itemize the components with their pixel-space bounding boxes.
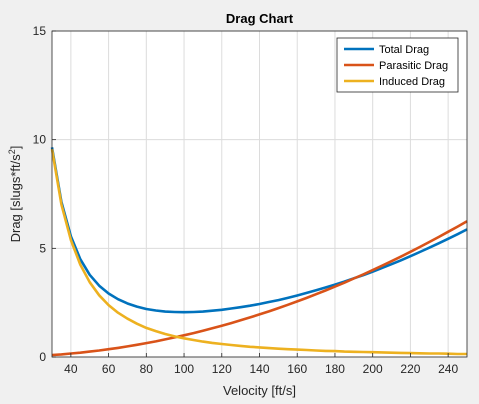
chart-title: Drag Chart [226, 11, 294, 26]
y-tick-label: 0 [39, 350, 46, 364]
x-tick-label: 160 [287, 362, 307, 376]
series-line-induced-drag [50, 148, 467, 356]
legend-label: Parasitic Drag [379, 60, 448, 72]
x-tick-label: 220 [400, 362, 420, 376]
x-tick-label: 180 [325, 362, 345, 376]
ticks: 40 60 80 100 120 140 160 180 200 220 240 0 5 10 15 [33, 24, 459, 376]
x-tick-label: 80 [140, 362, 154, 376]
x-tick-label: 120 [212, 362, 232, 376]
legend: Total Drag Parasitic Drag Induced Drag [336, 37, 459, 93]
legend-label: Total Drag [379, 44, 429, 56]
y-axis-label: Drag [slugs*ft/s2] [7, 146, 23, 243]
x-tick-label: 240 [438, 362, 458, 376]
x-tick-label: 200 [363, 362, 383, 376]
x-tick-label: 40 [64, 362, 78, 376]
x-tick-label: 60 [102, 362, 116, 376]
series-line-total-drag [50, 147, 468, 314]
y-tick-label: 15 [33, 24, 47, 38]
y-tick-label: 5 [39, 241, 46, 255]
x-tick-label: 100 [174, 362, 194, 376]
y-tick-label: 10 [33, 133, 47, 147]
x-tick-label: 140 [249, 362, 269, 376]
legend-label: Induced Drag [379, 76, 445, 88]
x-axis-label: Velocity [ft/s] [223, 383, 296, 398]
series-layer [50, 147, 468, 357]
series-line-parasitic-drag [51, 220, 468, 357]
